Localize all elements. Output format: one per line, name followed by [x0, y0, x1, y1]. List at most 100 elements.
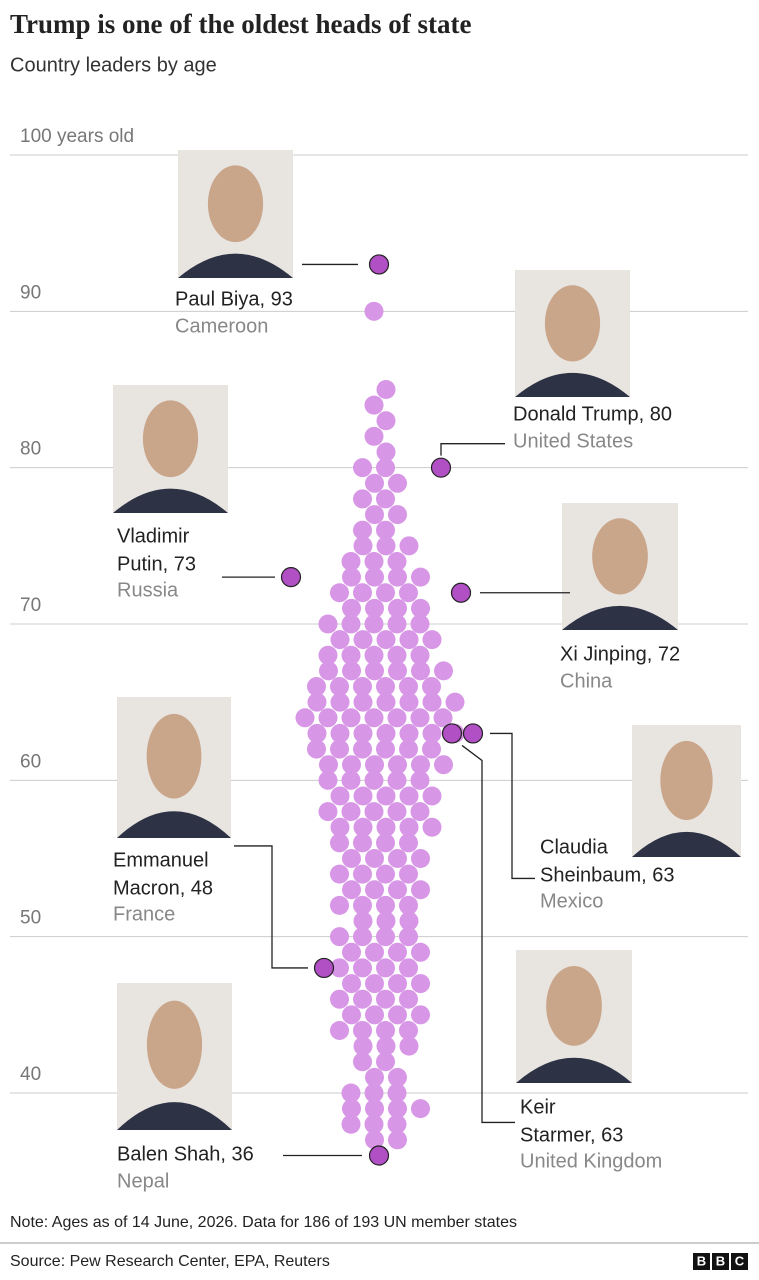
dot	[364, 614, 384, 634]
dot	[342, 1005, 361, 1025]
dot	[376, 442, 396, 462]
dot	[388, 505, 407, 525]
dot	[307, 677, 326, 697]
dot	[341, 1083, 361, 1103]
dot	[388, 1130, 407, 1150]
dot	[353, 1052, 372, 1072]
y-tick-label: 60	[20, 751, 41, 772]
dot	[330, 927, 349, 947]
dot	[330, 739, 349, 759]
dot	[330, 833, 349, 853]
dot	[295, 708, 315, 728]
dot	[353, 489, 372, 509]
dot	[376, 411, 396, 431]
leader-name: Sheinbaum, 63	[540, 864, 675, 886]
dot	[365, 1099, 384, 1119]
dot	[376, 786, 396, 806]
dot	[318, 770, 338, 790]
dot	[376, 692, 396, 712]
dot	[330, 895, 349, 915]
dot	[411, 567, 430, 587]
source: Source: Pew Research Center, EPA, Reuter…	[10, 1253, 330, 1270]
dot	[342, 661, 361, 681]
dot	[365, 661, 384, 681]
photo-head	[546, 965, 602, 1046]
dot	[388, 1099, 407, 1119]
dot	[411, 661, 430, 681]
dot	[341, 708, 361, 728]
dot	[353, 583, 372, 603]
dot	[411, 974, 430, 994]
photo-head	[142, 400, 199, 478]
dot	[330, 583, 349, 603]
dot	[330, 723, 350, 743]
leader-name: Keir	[520, 1096, 556, 1118]
dot	[388, 1067, 407, 1087]
dot	[399, 739, 418, 759]
chart-title: Trump is one of the oldest heads of stat…	[10, 9, 472, 39]
dot	[376, 723, 396, 743]
photo-head	[207, 165, 264, 243]
dot	[330, 677, 349, 697]
dot	[399, 536, 419, 556]
leader-name: Starmer, 63	[520, 1124, 623, 1146]
dot	[330, 958, 349, 978]
dot	[365, 942, 384, 962]
leader-country: France	[113, 903, 175, 925]
photo-head	[544, 285, 601, 362]
logo-box	[712, 1253, 729, 1270]
dot	[411, 880, 430, 900]
dot	[342, 598, 361, 618]
dot	[399, 958, 418, 978]
dot	[365, 755, 384, 775]
dot	[353, 927, 372, 947]
dot	[365, 974, 384, 994]
highlight-dot	[462, 723, 484, 744]
photo-head	[146, 1000, 203, 1089]
chart-subtitle: Country leaders by age	[10, 54, 217, 76]
dot	[341, 551, 361, 571]
dot	[365, 849, 384, 868]
dot	[376, 1052, 395, 1072]
note: Note: Ages as of 14 June, 2026. Data for…	[10, 1214, 517, 1231]
dot	[410, 708, 430, 728]
dot	[330, 1020, 349, 1040]
dot	[434, 755, 453, 775]
dot	[411, 755, 430, 775]
dot	[376, 630, 396, 650]
dot	[411, 1005, 430, 1025]
dot	[399, 833, 418, 853]
highlight-dot	[430, 457, 452, 478]
highlight-dot	[313, 957, 335, 979]
y-tick-label: 70	[20, 595, 41, 616]
logo-letter: C	[735, 1253, 745, 1268]
leader-country: Cameroon	[175, 315, 268, 337]
dot	[341, 802, 361, 822]
photo-head	[660, 740, 713, 821]
dot	[307, 723, 327, 743]
dot	[399, 723, 419, 743]
leader-line	[490, 732, 535, 880]
dot	[399, 817, 419, 837]
dot	[365, 505, 384, 525]
dot	[387, 614, 407, 634]
dot	[376, 833, 395, 853]
dot	[376, 911, 396, 931]
highlight-dot	[368, 1145, 390, 1166]
dot	[388, 567, 407, 587]
dot	[422, 692, 442, 712]
dot	[387, 1114, 407, 1134]
dot	[399, 1036, 419, 1056]
dot	[445, 692, 465, 712]
dot	[422, 817, 442, 837]
dot	[353, 911, 373, 931]
dot	[387, 802, 407, 822]
dot	[376, 520, 395, 540]
dot	[399, 911, 419, 931]
dot	[365, 1005, 384, 1025]
dot	[388, 598, 407, 618]
photo-head	[146, 713, 202, 799]
dot	[399, 583, 418, 603]
dot	[410, 645, 430, 665]
dot	[422, 739, 441, 759]
